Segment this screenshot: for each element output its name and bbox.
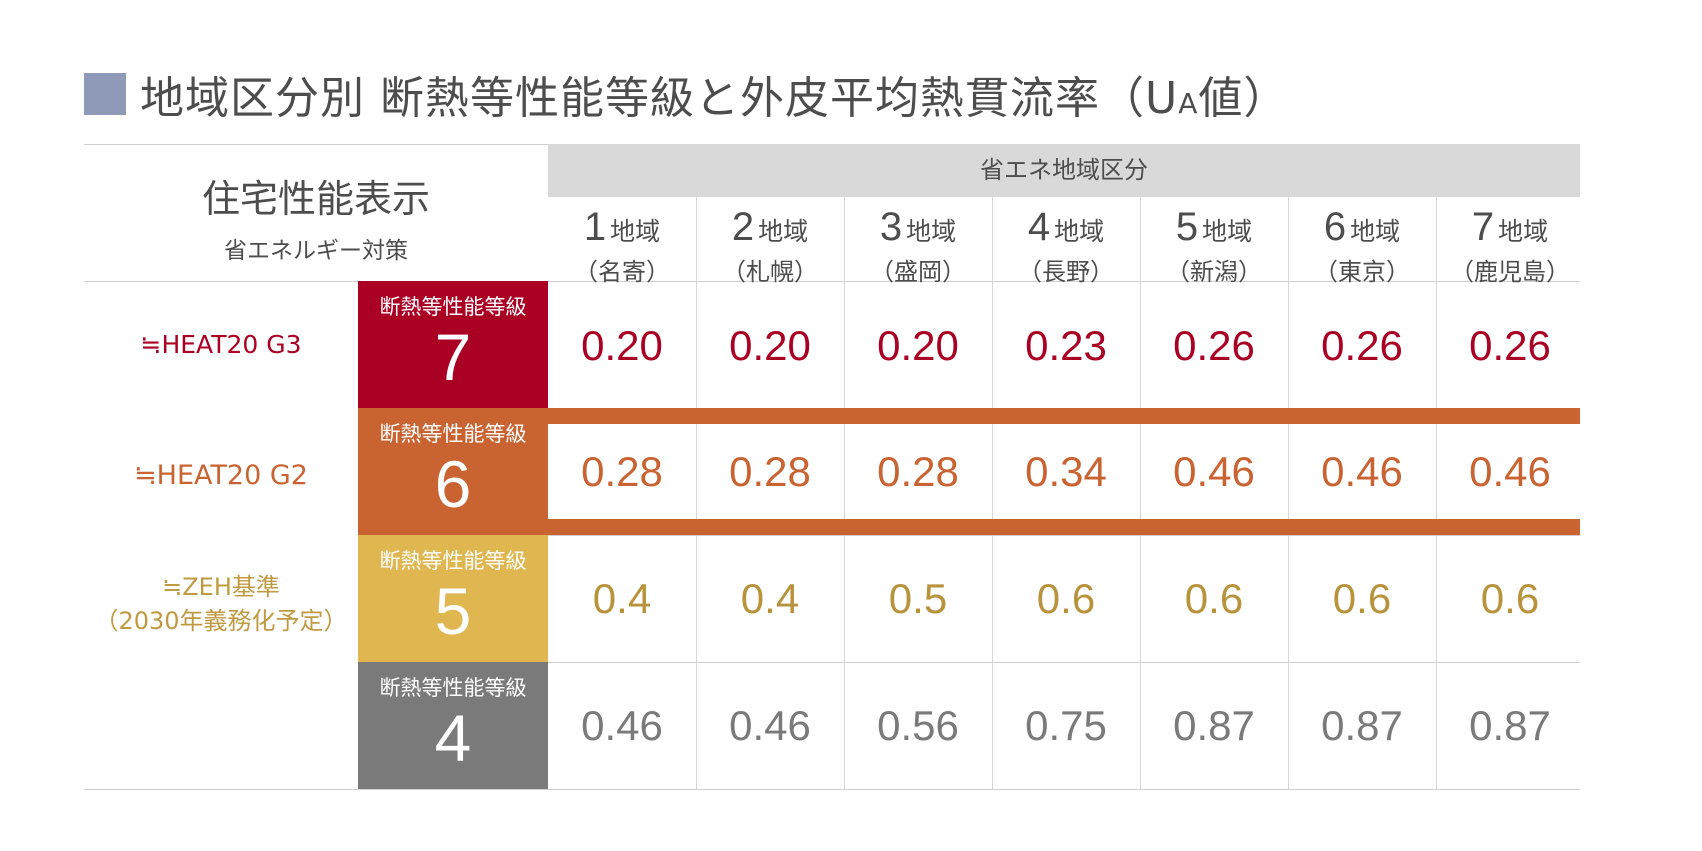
region-label: 地域	[1202, 217, 1253, 246]
column-divider	[992, 197, 993, 789]
divider-row5	[548, 535, 1580, 536]
spec-header-sub: 省エネルギー対策	[224, 238, 408, 264]
region-label: 地域	[1498, 217, 1549, 246]
grade5-tag-note: （2030年義務化予定）	[94, 607, 348, 635]
region-label: 地域	[758, 217, 809, 246]
region-num: 4	[1027, 205, 1051, 249]
grade6-equivalent: ≒HEAT20 G2	[134, 460, 308, 491]
column-divider	[696, 197, 697, 789]
ua-value: 0.26	[1469, 322, 1551, 369]
region-num: 5	[1175, 205, 1199, 249]
region-num: 7	[1471, 205, 1495, 249]
ua-value: 0.34	[1025, 448, 1107, 495]
region-city: （新潟）	[1166, 258, 1262, 286]
divider-row4	[548, 662, 1580, 663]
title-suffix: 値）	[1198, 73, 1289, 124]
grade-label: 断熱等性能等級	[379, 549, 527, 573]
spec-header: 住宅性能表示 省エネルギー対策	[84, 168, 548, 265]
ua-value: 0.46	[1469, 448, 1551, 495]
region-col-6: 6 地域 （東京）	[1288, 197, 1436, 286]
grade6-badge: 断熱等性能等級 6	[358, 408, 548, 535]
grade7-badge: 断熱等性能等級 7	[358, 281, 548, 408]
ua-value: 0.46	[729, 702, 811, 749]
ua-value: 0.4	[592, 575, 652, 622]
grade5-tag-main: ≒ZEH基準	[162, 573, 280, 601]
ua-value: 0.4	[740, 575, 800, 622]
region-city: （名寄）	[574, 258, 670, 286]
ua-value: 0.75	[1025, 702, 1107, 749]
region-label: 地域	[906, 217, 957, 246]
ua-value: 0.20	[581, 322, 663, 369]
column-divider	[844, 197, 845, 789]
column-divider	[1436, 197, 1437, 789]
ua-value: 0.6	[1480, 575, 1540, 622]
ua-value: 0.26	[1321, 322, 1403, 369]
ua-value: 0.46	[581, 702, 663, 749]
ua-value: 0.56	[877, 702, 959, 749]
region-col-4: 4 地域 （長野）	[992, 197, 1140, 286]
grade-level: 5	[434, 574, 472, 648]
column-divider	[1140, 197, 1141, 789]
divider-header	[84, 281, 1580, 282]
grade6-highlight-bottom	[548, 519, 1580, 535]
ua-value: 0.26	[1173, 322, 1255, 369]
grade-label: 断熱等性能等級	[379, 295, 527, 319]
ua-value: 0.87	[1469, 702, 1551, 749]
title-marker	[84, 73, 126, 115]
grade-level: 7	[434, 320, 472, 394]
region-col-2: 2 地域 （札幌）	[696, 197, 844, 286]
region-city: （東京）	[1314, 258, 1410, 286]
divider-bottom	[84, 789, 1580, 790]
ua-value: 0.28	[581, 448, 663, 495]
region-band: 省エネ地域区分	[548, 144, 1580, 197]
ua-value: 0.28	[877, 448, 959, 495]
region-label: 地域	[1054, 217, 1105, 246]
region-city: （長野）	[1018, 258, 1114, 286]
region-city: （盛岡）	[870, 258, 966, 286]
title-main: 地域区分別 断熱等性能等級と外皮平均熱貫流率（U	[140, 73, 1179, 124]
grade-label: 断熱等性能等級	[379, 422, 527, 446]
page-title: 地域区分別 断熱等性能等級と外皮平均熱貫流率（UA値）	[84, 64, 1288, 124]
ua-value: 0.5	[888, 575, 948, 622]
region-num: 3	[879, 205, 903, 249]
region-city: （札幌）	[722, 258, 818, 286]
region-col-3: 3 地域 （盛岡）	[844, 197, 992, 286]
region-col-1: 1 地域 （名寄）	[548, 197, 696, 286]
grade6-highlight-top	[548, 408, 1580, 424]
ua-value: 0.46	[1173, 448, 1255, 495]
grade-label: 断熱等性能等級	[379, 676, 527, 700]
region-col-5: 5 地域 （新潟）	[1140, 197, 1288, 286]
region-num: 1	[583, 205, 607, 249]
grade7-equivalent: ≒HEAT20 G3	[140, 330, 302, 359]
ua-value: 0.87	[1173, 702, 1255, 749]
region-label: 地域	[610, 217, 661, 246]
ua-value: 0.23	[1025, 322, 1107, 369]
grade-level: 6	[434, 447, 472, 521]
ua-value: 0.20	[729, 322, 811, 369]
region-num: 2	[731, 205, 755, 249]
region-label: 地域	[1350, 217, 1401, 246]
ua-value: 0.20	[877, 322, 959, 369]
spec-header-main: 住宅性能表示	[201, 177, 430, 221]
region-city: （鹿児島）	[1450, 258, 1570, 286]
ua-value: 0.46	[1321, 448, 1403, 495]
ua-value: 0.87	[1321, 702, 1403, 749]
grade4-badge: 断熱等性能等級 4	[358, 662, 548, 789]
ua-value: 0.6	[1332, 575, 1392, 622]
grade-level: 4	[434, 701, 472, 775]
column-divider	[1288, 197, 1289, 789]
ua-value: 0.6	[1184, 575, 1244, 622]
region-num: 6	[1323, 205, 1347, 249]
region-col-7: 7 地域 （鹿児島）	[1436, 197, 1584, 286]
ua-value: 0.28	[729, 448, 811, 495]
ua-value: 0.6	[1036, 575, 1096, 622]
grade5-equivalent: ≒ZEH基準 （2030年義務化予定）	[84, 570, 358, 638]
grade5-badge: 断熱等性能等級 5	[358, 535, 548, 662]
title-subscript: A	[1178, 87, 1199, 120]
